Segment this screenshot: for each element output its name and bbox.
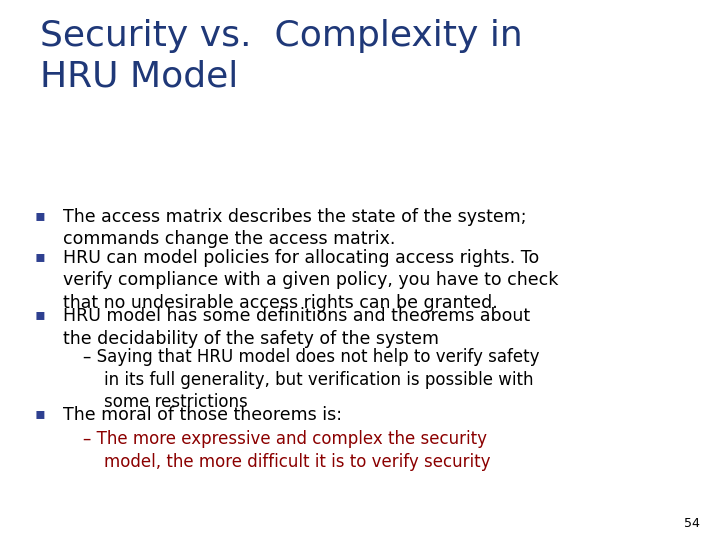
Text: ▪: ▪ bbox=[35, 406, 45, 421]
Text: The moral of those theorems is:: The moral of those theorems is: bbox=[63, 406, 343, 424]
Text: – The more expressive and complex the security
    model, the more difficult it : – The more expressive and complex the se… bbox=[83, 430, 490, 470]
Text: Security vs.  Complexity in
HRU Model: Security vs. Complexity in HRU Model bbox=[40, 19, 522, 93]
Text: 54: 54 bbox=[684, 517, 700, 530]
Text: ▪: ▪ bbox=[35, 307, 45, 322]
Text: The access matrix describes the state of the system;
commands change the access : The access matrix describes the state of… bbox=[63, 208, 527, 248]
Text: ▪: ▪ bbox=[35, 208, 45, 223]
Text: ▪: ▪ bbox=[35, 249, 45, 264]
Text: HRU can model policies for allocating access rights. To
verify compliance with a: HRU can model policies for allocating ac… bbox=[63, 249, 559, 312]
Text: – Saying that HRU model does not help to verify safety
    in its full generalit: – Saying that HRU model does not help to… bbox=[83, 348, 539, 411]
Text: HRU model has some definitions and theorems about
the decidability of the safety: HRU model has some definitions and theor… bbox=[63, 307, 531, 348]
